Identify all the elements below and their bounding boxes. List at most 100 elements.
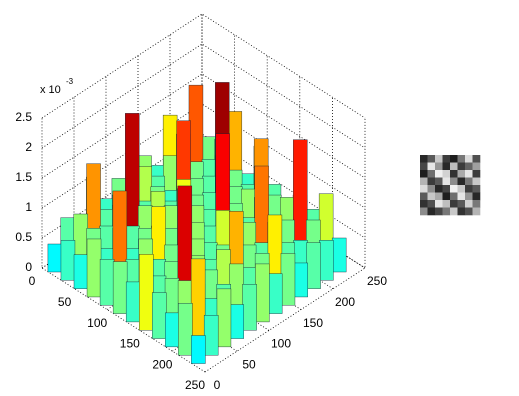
- x-tick-label: 100: [87, 316, 107, 330]
- surface-column: [204, 315, 218, 355]
- surface-column: [307, 243, 321, 289]
- surface-column: [191, 336, 205, 364]
- thumbnail-pixel: [420, 155, 428, 163]
- thumbnail-pixel: [458, 200, 466, 208]
- z-tick-label: 2.5: [15, 110, 32, 124]
- surface-column: [165, 313, 179, 347]
- surface-column: [255, 264, 269, 322]
- surface-column: [178, 303, 192, 355]
- thumbnail-pixel: [428, 185, 436, 193]
- thumbnail-pixel: [435, 208, 443, 216]
- thumbnail-pixel: [435, 185, 443, 193]
- y-tick-label: 100: [271, 337, 291, 351]
- thumbnail-pixel: [420, 178, 428, 186]
- z-tick-label: 2: [25, 140, 32, 154]
- thumbnail-pixel: [473, 185, 481, 193]
- surface-column: [319, 240, 333, 280]
- page: {"chart_data": {"type": "surface3d", "x"…: [0, 0, 519, 396]
- thumbnail-pixel: [428, 193, 436, 201]
- thumbnail-pixel: [435, 163, 443, 171]
- z-exponent: -3: [66, 77, 74, 86]
- thumbnail-pixel: [443, 178, 451, 186]
- z-tick-label: 1.5: [15, 170, 32, 184]
- surface-column: [74, 255, 88, 289]
- thumbnail-pixel: [443, 200, 451, 208]
- thumbnail-pixel: [450, 185, 458, 193]
- thumbnail-pixel: [420, 185, 428, 193]
- thumbnail-pixel: [473, 155, 481, 163]
- surface-column: [217, 289, 231, 347]
- thumbnail-pixel: [435, 178, 443, 186]
- y-tick-label: 200: [335, 295, 355, 309]
- thumbnail-pixel: [428, 178, 436, 186]
- x-tick-label: 250: [185, 378, 205, 392]
- thumbnail-pixel: [420, 208, 428, 216]
- thumbnail-pixel: [443, 155, 451, 163]
- thumbnail-pixel: [428, 170, 436, 178]
- thumbnail-pixel: [465, 155, 473, 163]
- thumbnail-pixel: [465, 208, 473, 216]
- thumbnail-pixel: [450, 155, 458, 163]
- thumbnail-pixel: [443, 163, 451, 171]
- thumbnail-pixel: [420, 193, 428, 201]
- thumbnail-pixel: [443, 170, 451, 178]
- thumbnail-pixel: [473, 178, 481, 186]
- z-tick-label: 0.5: [15, 230, 32, 244]
- y-tick-label: 50: [242, 357, 256, 371]
- z-tick-label: 1: [25, 200, 32, 214]
- thumbnail-pixel: [450, 200, 458, 208]
- thumbnail-pixel: [458, 193, 466, 201]
- thumbnail-pixel: [420, 200, 428, 208]
- surface-column: [139, 254, 153, 330]
- surface-column: [243, 284, 257, 330]
- thumbnail-pixel: [450, 178, 458, 186]
- surface-column: [87, 239, 101, 297]
- surface-column: [61, 240, 75, 280]
- thumbnail-pixel: [435, 193, 443, 201]
- y-tick-label: 150: [303, 316, 323, 330]
- thumbnail-pixel: [420, 163, 428, 171]
- thumbnail-pixel: [435, 170, 443, 178]
- thumbnail-pixel: [443, 193, 451, 201]
- thumbnail-pixel: [473, 170, 481, 178]
- thumbnail-pixel: [465, 200, 473, 208]
- thumbnail-pixel: [458, 163, 466, 171]
- thumbnail-pixel: [420, 170, 428, 178]
- thumbnail-pixel: [473, 193, 481, 201]
- thumbnail-pixel: [458, 178, 466, 186]
- thumbnail-pixel: [435, 155, 443, 163]
- y-tick-label: 250: [367, 274, 387, 288]
- thumbnail-pixel: [465, 185, 473, 193]
- y-tick-label: 0: [214, 378, 221, 392]
- surface-column: [191, 259, 205, 347]
- thumbnail-pixel: [435, 200, 443, 208]
- surface-column: [268, 274, 282, 314]
- thumbnail-pixel: [473, 163, 481, 171]
- thumbnail-pixel: [443, 185, 451, 193]
- surface-column: [100, 259, 114, 305]
- thumbnail-pixel: [458, 170, 466, 178]
- x-tick-label: 150: [120, 337, 140, 351]
- z-tick-label: 0: [25, 260, 32, 274]
- thumbnail-pixel: [458, 155, 466, 163]
- thumbnail-pixel: [428, 155, 436, 163]
- thumbnail-pixel: [473, 200, 481, 208]
- surface-column: [48, 244, 62, 272]
- grid-line: [42, 14, 365, 118]
- thumbnail-pixel: [443, 208, 451, 216]
- surface-column: [294, 263, 308, 297]
- surface-column: [281, 253, 295, 305]
- thumbnail-pixel: [465, 163, 473, 171]
- x-tick-label: 200: [152, 357, 172, 371]
- thumbnail-pixel: [458, 208, 466, 216]
- thumbnail-pixel: [428, 163, 436, 171]
- figure: 05010015020025005010015020025000.511.522…: [0, 0, 519, 396]
- thumbnail-pixel: [465, 178, 473, 186]
- x-tick-label: 50: [58, 295, 72, 309]
- surface-column: [126, 282, 140, 322]
- surface-column: [113, 262, 127, 314]
- thumbnail-pixel: [428, 208, 436, 216]
- surface-column: [152, 293, 166, 339]
- thumbnail-pixel: [450, 193, 458, 201]
- thumbnail-pixel: [450, 170, 458, 178]
